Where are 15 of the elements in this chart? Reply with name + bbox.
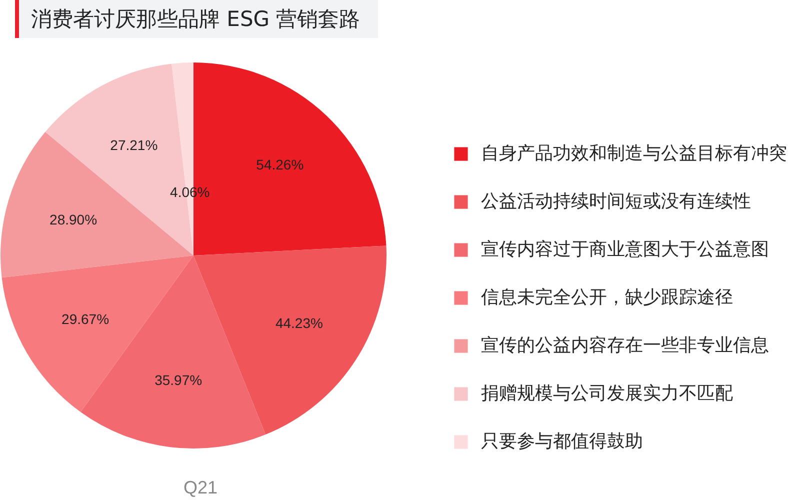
data-label: 35.97% bbox=[154, 372, 202, 388]
data-label: 44.23% bbox=[275, 315, 323, 332]
legend-label: 公益活动持续时间短或没有连续性 bbox=[481, 190, 751, 213]
data-label: 27.21% bbox=[110, 137, 158, 154]
legend-label: 捐赠规模与公司发展实力不匹配 bbox=[481, 382, 733, 405]
legend-label: 宣传的公益内容存在一些非专业信息 bbox=[481, 334, 769, 357]
legend-label: 自身产品功效和制造与公益目标有冲突 bbox=[481, 142, 787, 165]
legend-label: 宣传内容过于商业意图大于公益意图 bbox=[481, 238, 769, 261]
data-label: 54.26% bbox=[256, 156, 304, 173]
legend-label: 只要参与都值得鼓助 bbox=[481, 430, 643, 453]
data-label: 28.90% bbox=[50, 212, 98, 228]
chart-title: 消费者讨厌那些品牌 ESG 营销套路 bbox=[31, 6, 360, 33]
data-label: 29.67% bbox=[62, 310, 110, 327]
legend-label: 信息未完全公开，缺少跟踪途径 bbox=[481, 286, 733, 309]
text: Q21 bbox=[183, 478, 218, 498]
